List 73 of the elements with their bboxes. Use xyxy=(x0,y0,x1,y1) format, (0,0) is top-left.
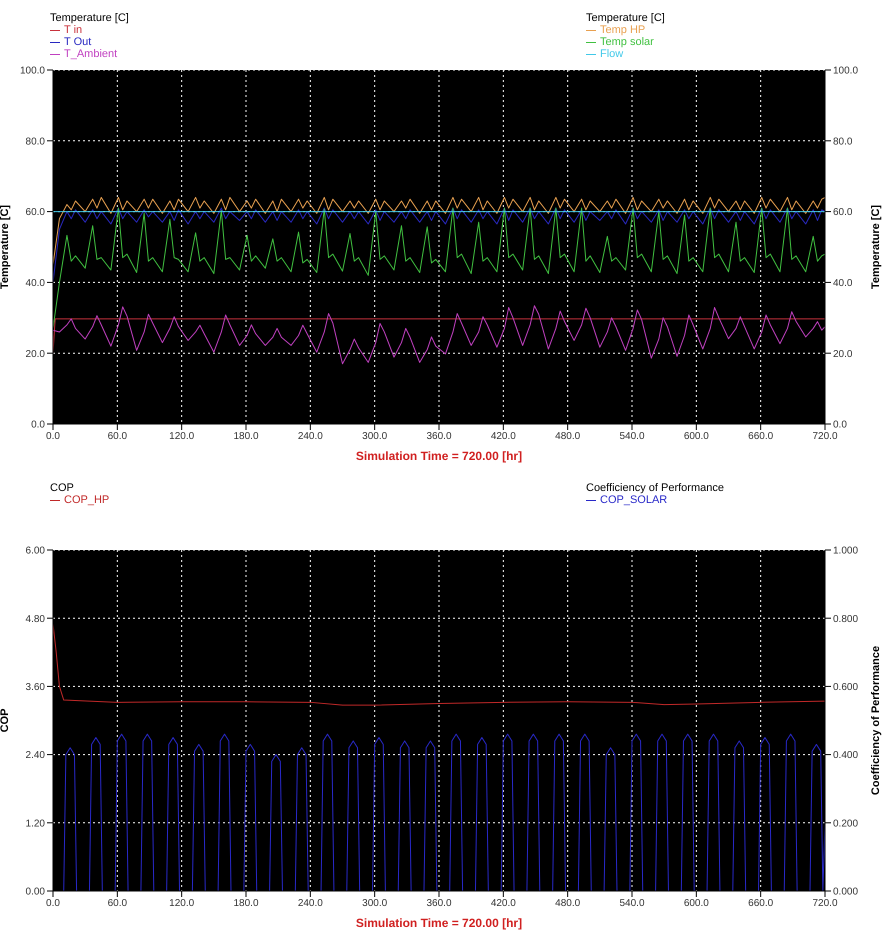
y-tick-label: 0.00 xyxy=(26,886,46,898)
y-tick-label: 100.0 xyxy=(20,66,46,77)
y2-tick-label: 60.0 xyxy=(833,207,853,218)
x-tick-label: 360.0 xyxy=(426,898,452,910)
x-tick-label: 420.0 xyxy=(490,431,516,442)
x-tick-label: 0.0 xyxy=(46,898,60,910)
x-tick-label: 180.0 xyxy=(233,898,259,910)
x-tick-label: 660.0 xyxy=(748,431,774,442)
y-tick-label: 6.00 xyxy=(26,546,46,557)
text: Temperature [C] xyxy=(50,12,129,24)
y2-axis-title: Temperature [C] xyxy=(870,204,882,290)
x-tick-label: 420.0 xyxy=(490,898,516,910)
x-tick-label: 60.0 xyxy=(108,898,128,910)
y-tick-label: 3.60 xyxy=(26,682,46,693)
y-tick-label: 4.80 xyxy=(26,614,46,625)
legend-label: T in xyxy=(64,24,82,36)
y-tick-label: 40.0 xyxy=(26,278,46,289)
line-series xyxy=(53,208,825,329)
y-tick-label: 1.20 xyxy=(26,818,46,830)
x-tick-label: 600.0 xyxy=(684,898,710,910)
y2-tick-label: 40.0 xyxy=(833,278,853,289)
legend-label: COP_SOLAR xyxy=(600,494,668,506)
legend-label: Temp HP xyxy=(600,24,646,36)
y2-tick-label: 0.000 xyxy=(833,886,858,898)
x-tick-label: 120.0 xyxy=(169,431,195,442)
line-series xyxy=(53,305,825,364)
y2-tick-label: 1.000 xyxy=(833,546,858,557)
legend-label: Flow xyxy=(600,48,624,60)
y2-tick-label: 100.0 xyxy=(833,66,858,77)
x-tick-label: 480.0 xyxy=(555,431,581,442)
y2-tick-label: 0.800 xyxy=(833,614,858,625)
y2-axis-title: Coefficiency of Performance xyxy=(870,646,882,796)
x-tick-label: 180.0 xyxy=(233,431,259,442)
x-tick-label: 240.0 xyxy=(298,898,324,910)
x-tick-label: 240.0 xyxy=(298,431,324,442)
y2-tick-label: 0.600 xyxy=(833,682,858,693)
x-tick-label: 600.0 xyxy=(684,431,710,442)
x-axis-title: Simulation Time = 720.00 [hr] xyxy=(356,449,522,463)
y2-tick-label: 0.0 xyxy=(833,420,848,431)
y-tick-label: 0.0 xyxy=(31,420,46,431)
text: Temperature [C] xyxy=(586,12,665,24)
line-series xyxy=(53,196,825,266)
y2-tick-label: 0.200 xyxy=(833,818,858,830)
x-tick-label: 660.0 xyxy=(748,898,774,910)
y-tick-label: 60.0 xyxy=(26,207,46,218)
text: COP xyxy=(50,482,74,494)
x-tick-label: 540.0 xyxy=(619,898,645,910)
y-axis-title: Temperature [C] xyxy=(0,204,11,290)
y-tick-label: 2.40 xyxy=(26,750,46,762)
line-series xyxy=(53,623,825,706)
x-tick-label: 120.0 xyxy=(169,898,195,910)
x-tick-label: 300.0 xyxy=(362,898,388,910)
legend-label: Temp solar xyxy=(600,36,654,48)
y-axis-title: COP xyxy=(0,708,11,732)
x-tick-label: 0.0 xyxy=(46,431,60,442)
y-tick-label: 80.0 xyxy=(26,136,46,148)
y-tick-label: 20.0 xyxy=(26,348,46,360)
x-tick-label: 720.0 xyxy=(812,431,838,442)
y2-tick-label: 80.0 xyxy=(833,136,853,148)
y2-tick-label: 20.0 xyxy=(833,348,853,360)
legend-label: T_Ambient xyxy=(64,48,118,60)
legend-label: COP_HP xyxy=(64,494,110,506)
x-tick-label: 480.0 xyxy=(555,898,581,910)
x-tick-label: 60.0 xyxy=(108,431,128,442)
y2-tick-label: 0.400 xyxy=(833,750,858,762)
x-tick-label: 540.0 xyxy=(619,431,645,442)
legend-label: T Out xyxy=(64,36,92,48)
x-tick-label: 300.0 xyxy=(362,431,388,442)
x-tick-label: 360.0 xyxy=(426,431,452,442)
x-tick-label: 720.0 xyxy=(812,898,838,910)
line-series xyxy=(53,208,825,283)
text: Coefficiency of Performance xyxy=(586,482,724,494)
x-axis-title: Simulation Time = 720.00 [hr] xyxy=(356,916,522,930)
